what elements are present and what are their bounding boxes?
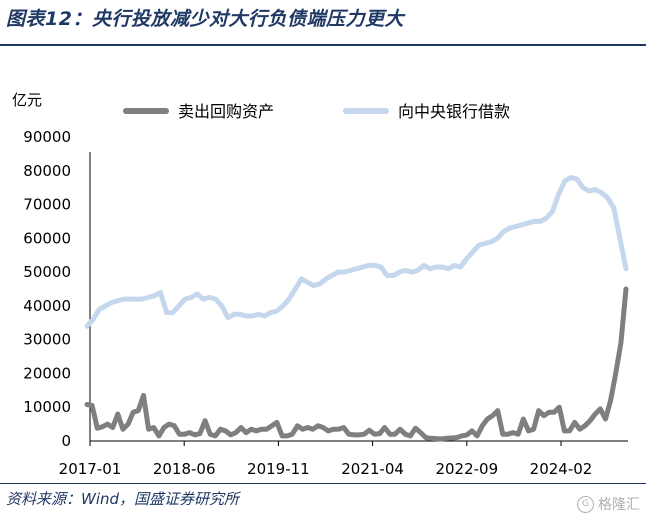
chart-title: 图表12：央行投放减少对大行负债端压力更大 (6, 8, 404, 30)
y-axis-unit-label: 亿元 (12, 91, 42, 109)
series-line-sell-repo (84, 286, 629, 442)
legend: 卖出回购资产 向中央银行借款 (123, 102, 510, 121)
source-divider (0, 483, 646, 484)
x-tick-label: 2022-09 (435, 460, 498, 478)
y-tick-label: 60000 (23, 229, 71, 247)
y-tick-label: 80000 (23, 162, 71, 180)
x-tick-label: 2018-06 (153, 460, 216, 478)
y-tick-label: 0 (61, 432, 71, 450)
source-note: 资料来源：Wind，国盛证券研究所 (6, 490, 240, 508)
y-tick-label: 10000 (23, 398, 71, 416)
y-tick-label: 90000 (23, 128, 71, 146)
title-divider (0, 44, 646, 46)
x-tick-label: 2021-04 (341, 460, 404, 478)
y-tick-label: 40000 (23, 297, 71, 315)
chart: 亿元 卖出回购资产 向中央银行借款 0 10000 20000 30000 40000 5… (12, 91, 629, 478)
series-line-central-bank (84, 175, 629, 329)
watermark-text: 格隆汇 (598, 497, 640, 513)
y-tick-label: 20000 (23, 364, 71, 382)
watermark-logo-icon: G (577, 495, 594, 513)
x-tick-label: 2024-02 (530, 460, 593, 478)
legend-label-sell-repo: 卖出回购资产 (178, 102, 274, 121)
y-tick-label: 50000 (23, 263, 71, 281)
legend-label-central-bank: 向中央银行借款 (398, 102, 510, 121)
x-tick-label: 2017-01 (59, 460, 122, 478)
x-tick-label: 2019-11 (247, 460, 310, 478)
y-tick-label: 70000 (23, 196, 71, 214)
y-tick-label: 30000 (23, 331, 71, 349)
watermark: G 格隆汇 (577, 494, 640, 514)
